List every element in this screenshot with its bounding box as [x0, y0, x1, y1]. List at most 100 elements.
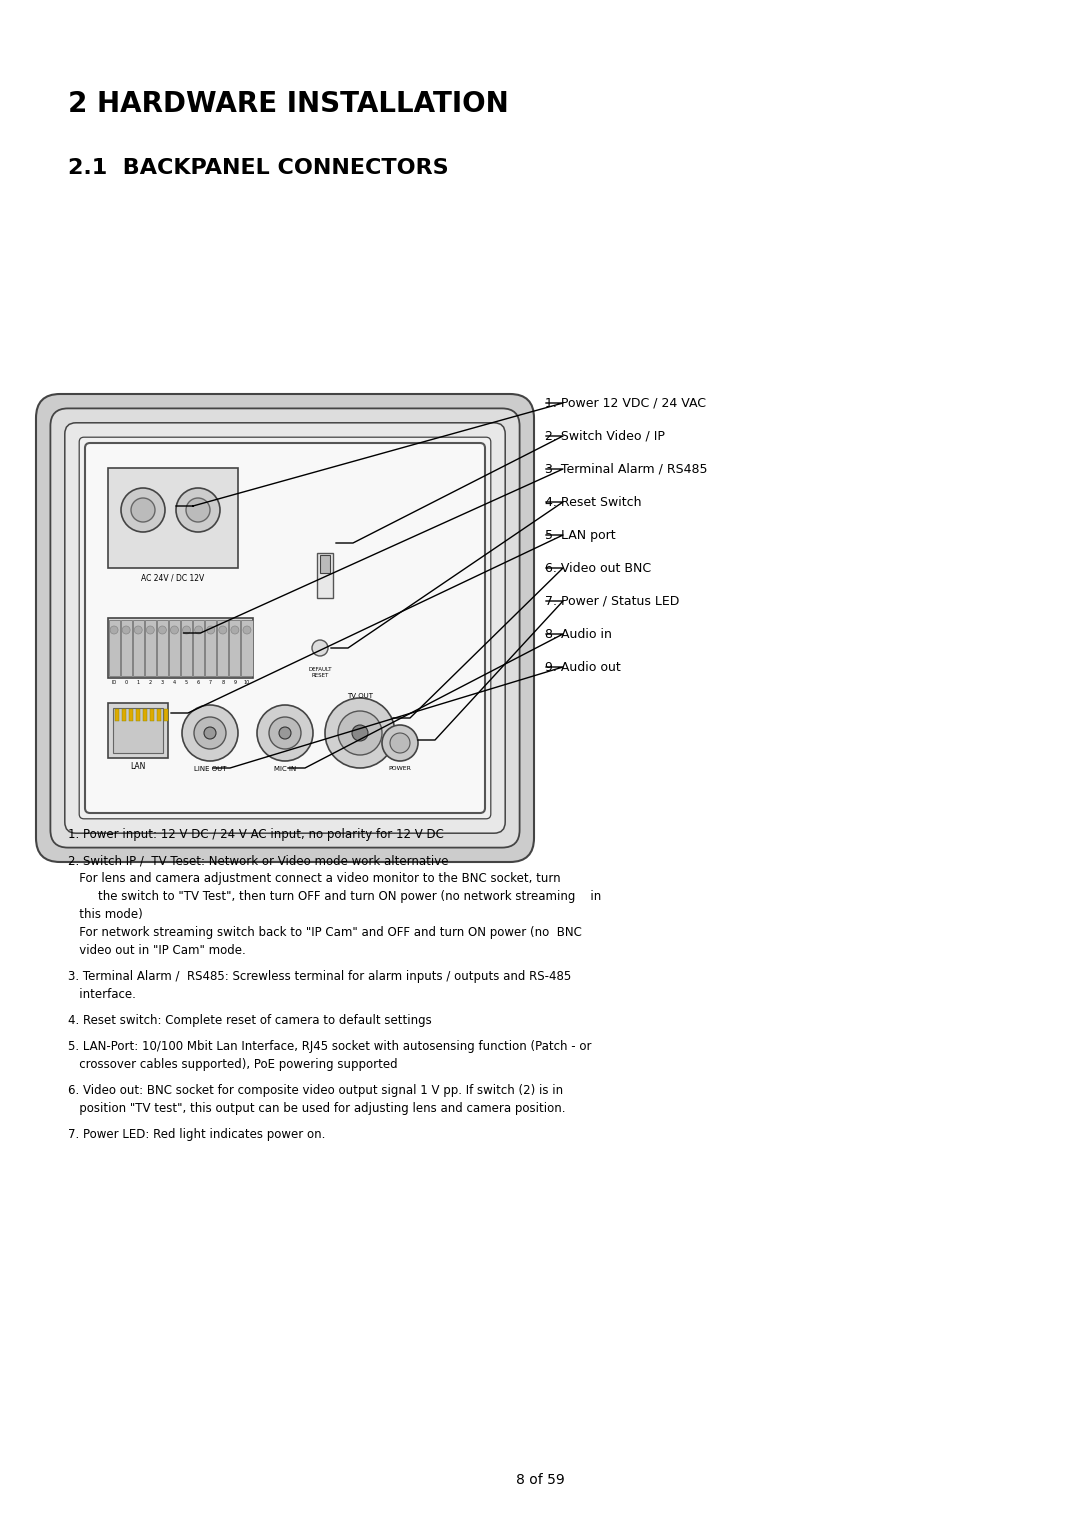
Text: 9. Audio out: 9. Audio out [545, 660, 621, 674]
Text: 1: 1 [137, 680, 139, 685]
Bar [242, 620, 253, 675]
Circle shape [134, 626, 143, 634]
Circle shape [159, 626, 166, 634]
Text: 7. Power LED: Red light indicates power on.: 7. Power LED: Red light indicates power … [68, 1128, 325, 1141]
Text: 5. LAN port: 5. LAN port [545, 529, 616, 541]
Bar [143, 709, 147, 721]
Bar [122, 709, 126, 721]
Text: For lens and camera adjustment connect a video monitor to the BNC socket, turn: For lens and camera adjustment connect a… [68, 872, 561, 885]
Text: 3: 3 [161, 680, 164, 685]
Text: interface.: interface. [68, 989, 136, 1001]
Bar [136, 709, 140, 721]
Circle shape [194, 717, 226, 749]
Text: 5: 5 [185, 680, 188, 685]
Circle shape [219, 626, 227, 634]
FancyBboxPatch shape [65, 423, 505, 833]
Circle shape [312, 640, 328, 656]
Text: DEFAULT
RESET: DEFAULT RESET [308, 668, 332, 678]
Bar [108, 617, 253, 678]
Text: video out in "IP Cam" mode.: video out in "IP Cam" mode. [68, 944, 246, 957]
Text: LINE OUT: LINE OUT [193, 766, 226, 772]
Circle shape [183, 704, 238, 761]
FancyBboxPatch shape [36, 394, 534, 862]
Bar [150, 709, 154, 721]
Circle shape [206, 626, 215, 634]
Circle shape [269, 717, 301, 749]
Bar [145, 620, 156, 675]
Bar [133, 620, 144, 675]
Bar [113, 707, 163, 753]
Bar [108, 703, 168, 758]
Circle shape [122, 626, 130, 634]
Circle shape [204, 727, 216, 740]
Circle shape [325, 698, 395, 769]
Text: 8: 8 [221, 680, 225, 685]
Text: 1. Power 12 VDC / 24 VAC: 1. Power 12 VDC / 24 VAC [545, 396, 706, 410]
Circle shape [338, 711, 382, 755]
Text: POWER: POWER [389, 766, 411, 772]
Text: 2: 2 [149, 680, 152, 685]
Circle shape [186, 498, 210, 523]
Circle shape [131, 498, 156, 523]
Bar [157, 709, 161, 721]
Text: 2 HARDWARE INSTALLATION: 2 HARDWARE INSTALLATION [68, 90, 509, 118]
Circle shape [146, 626, 154, 634]
Circle shape [183, 626, 190, 634]
FancyBboxPatch shape [85, 443, 485, 813]
Circle shape [257, 704, 313, 761]
Bar [193, 620, 204, 675]
Circle shape [390, 733, 410, 753]
Text: 3. Terminal Alarm /  RS485: Screwless terminal for alarm inputs / outputs and RS: 3. Terminal Alarm / RS485: Screwless ter… [68, 970, 571, 983]
Text: 5. LAN-Port: 10/100 Mbit Lan Interface, RJ45 socket with autosensing function (P: 5. LAN-Port: 10/100 Mbit Lan Interface, … [68, 1041, 592, 1053]
Text: 6: 6 [197, 680, 200, 685]
Circle shape [352, 724, 368, 741]
Text: 7. Power / Status LED: 7. Power / Status LED [545, 594, 679, 608]
Bar [164, 709, 168, 721]
Text: 2.1  BACKPANEL CONNECTORS: 2.1 BACKPANEL CONNECTORS [68, 157, 448, 177]
Circle shape [243, 626, 251, 634]
Text: the switch to "TV Test", then turn OFF and turn ON power (no network streaming  : the switch to "TV Test", then turn OFF a… [68, 889, 602, 903]
Text: For network streaming switch back to "IP Cam" and OFF and turn ON power (no  BNC: For network streaming switch back to "IP… [68, 926, 582, 940]
FancyBboxPatch shape [79, 437, 490, 819]
Text: 6. Video out BNC: 6. Video out BNC [545, 561, 651, 575]
Text: 6. Video out: BNC socket for composite video output signal 1 V pp. If switch (2): 6. Video out: BNC socket for composite v… [68, 1083, 563, 1097]
Bar [157, 620, 167, 675]
Circle shape [231, 626, 239, 634]
Bar [318, 553, 333, 597]
Text: 4: 4 [173, 680, 176, 685]
FancyBboxPatch shape [51, 408, 519, 848]
Text: 10: 10 [244, 680, 251, 685]
Circle shape [110, 626, 118, 634]
Text: 2. Switch Video / IP: 2. Switch Video / IP [545, 429, 665, 443]
Bar [168, 620, 180, 675]
Bar [205, 620, 216, 675]
Text: this mode): this mode) [68, 908, 143, 921]
Text: 8. Audio in: 8. Audio in [545, 628, 612, 640]
Text: 7: 7 [210, 680, 213, 685]
Text: 3. Terminal Alarm / RS485: 3. Terminal Alarm / RS485 [545, 463, 707, 475]
Circle shape [382, 724, 418, 761]
Bar [129, 709, 133, 721]
Bar [108, 468, 238, 568]
Text: position "TV test", this output can be used for adjusting lens and camera positi: position "TV test", this output can be u… [68, 1102, 566, 1115]
Text: 4. Reset Switch: 4. Reset Switch [545, 495, 642, 509]
Bar [114, 709, 119, 721]
Text: 0: 0 [124, 680, 127, 685]
Circle shape [121, 487, 165, 532]
Text: LAN: LAN [131, 762, 146, 772]
Text: MIC IN: MIC IN [274, 766, 296, 772]
Text: TV OUT: TV OUT [347, 694, 373, 698]
Text: 1. Power input: 12 V DC / 24 V AC input, no polarity for 12 V DC: 1. Power input: 12 V DC / 24 V AC input,… [68, 828, 444, 840]
Bar [229, 620, 241, 675]
Bar [320, 555, 330, 573]
Text: crossover cables supported), PoE powering supported: crossover cables supported), PoE powerin… [68, 1057, 397, 1071]
Text: 2. Switch IP /  TV Teset: Network or Video mode work alternative: 2. Switch IP / TV Teset: Network or Vide… [68, 854, 448, 866]
Bar [108, 620, 120, 675]
Circle shape [194, 626, 203, 634]
Circle shape [279, 727, 291, 740]
Text: 8 of 59: 8 of 59 [515, 1473, 565, 1487]
Circle shape [176, 487, 220, 532]
Bar [217, 620, 228, 675]
Circle shape [171, 626, 178, 634]
Bar [121, 620, 132, 675]
